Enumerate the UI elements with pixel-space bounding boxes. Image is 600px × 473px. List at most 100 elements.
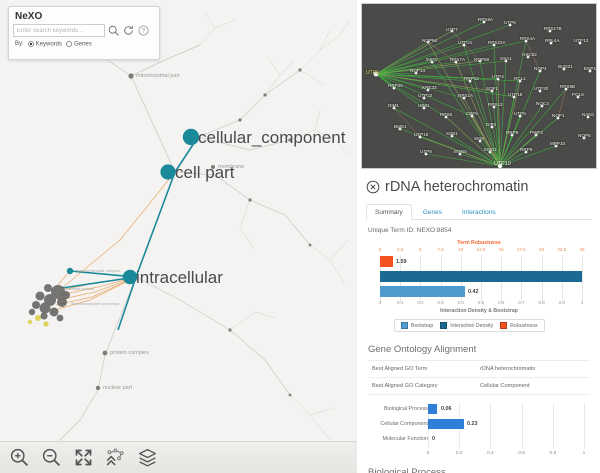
top-tick-5: 5 — [419, 247, 422, 252]
legend-label-bootstrap: Bootstrap — [411, 322, 434, 329]
goc-bar-cellular-component — [428, 419, 464, 429]
tab-interactions[interactable]: Interactions — [461, 209, 496, 216]
goc-tick-0.6: 0.6 — [518, 451, 525, 456]
bot-tick-0.4: 0.4 — [457, 300, 464, 305]
node-intracellular — [122, 269, 138, 285]
top-tick-7.5: 7.5 — [437, 247, 444, 252]
legend-swatch-interaction-density — [440, 322, 448, 329]
top-tick-17.5: 17.5 — [516, 247, 526, 252]
legend-item-interaction-density: Interaction Density — [440, 322, 493, 329]
goc-tick-0: 0 — [426, 451, 430, 456]
table-row: Best Aligned GO Term rDNA heterochromati… — [368, 361, 590, 378]
goc-cat-cellular-component: Cellular Component — [380, 421, 428, 427]
tab-summary[interactable]: Summary — [366, 204, 412, 220]
ontology-network-graph — [19, 11, 351, 456]
ontology-network-canvas[interactable]: cellular_component cell part intracellul… — [0, 0, 357, 473]
svg-text:?: ? — [142, 29, 146, 35]
goc-bar-biological-process — [428, 404, 438, 414]
node-cell-part — [160, 164, 176, 180]
top-tick-22.5: 22.5 — [557, 247, 567, 252]
go-value-category: Cellular Component — [480, 383, 530, 389]
goc-cat-molecular-function: Molecular Function — [382, 436, 428, 442]
search-panel: NeXO ? By: Keywords — [8, 6, 160, 60]
bot-tick-0.3: 0.3 — [437, 300, 444, 305]
zoom-out-icon[interactable] — [41, 447, 62, 468]
goc-tick-0.2: 0.2 — [455, 451, 463, 456]
top-tick-20: 20 — [539, 247, 545, 252]
radio-keywords-label: Keywords — [35, 41, 63, 48]
bot-tick-0: 0 — [378, 300, 382, 305]
search-row: ? — [9, 24, 159, 37]
gene-network-graph — [373, 20, 592, 168]
node-cellular-component — [182, 128, 200, 146]
go-alignment-table: Best Aligned GO Term rDNA heterochromati… — [368, 360, 590, 395]
radio-keywords-dot[interactable] — [27, 41, 34, 47]
goc-tick-0.4: 0.4 — [487, 451, 494, 456]
goc-value-molecular-function: 0 — [432, 436, 435, 442]
robustness-plot-area: 1.59 0.42 — [380, 255, 582, 303]
bot-tick-0.9: 0.9 — [558, 300, 565, 305]
layers-icon[interactable] — [137, 447, 158, 468]
unique-term-id: Unique Term ID: NEXO:8854 — [368, 227, 452, 234]
top-tick-0: 0 — [378, 247, 382, 252]
search-icon[interactable] — [107, 24, 120, 37]
top-tick-15: 15 — [498, 247, 504, 252]
fit-to-screen-icon[interactable] — [73, 447, 94, 468]
legend-item-bootstrap: Bootstrap — [401, 322, 433, 329]
legend-swatch-robustness — [500, 322, 508, 329]
go-alignment-heading: Gene Ontology Alignment — [368, 344, 477, 355]
chart-xlabel-interaction-density: Interaction Density & Bootstrap — [440, 308, 518, 314]
bar-robustness — [380, 256, 393, 267]
chart-legend: Bootstrap Interaction Density Robustness — [394, 319, 545, 332]
legend-swatch-bootstrap — [401, 322, 408, 329]
bot-tick-0.1: 0.1 — [396, 300, 404, 305]
top-tick-25: 25 — [579, 247, 585, 252]
radio-keywords[interactable]: Keywords — [27, 41, 63, 48]
legend-label-interaction-density: Interaction Density — [450, 322, 494, 329]
top-tick-2.5: 2.5 — [396, 247, 404, 252]
table-row: Best Aligned GO Category Cellular Compon… — [368, 378, 590, 395]
page-title: rDNA heterochromatin — [385, 179, 529, 195]
zoom-in-icon[interactable] — [9, 447, 30, 468]
search-filter-row: By: Keywords Genes — [15, 41, 159, 48]
collapse-network-icon[interactable] — [105, 447, 126, 468]
bot-tick-0.8: 0.8 — [538, 300, 545, 305]
goc-value-cellular-component: 0.23 — [467, 421, 478, 427]
panel-header: rDNA heterochromatin — [358, 171, 600, 195]
go-key-category: Best Aligned GO Category — [372, 383, 438, 389]
search-by-label: By: — [15, 41, 24, 48]
bot-tick-0.2: 0.2 — [417, 300, 424, 305]
top-tick-12.5: 12.5 — [476, 247, 486, 252]
goc-value-biological-process: 0.06 — [441, 406, 452, 412]
legend-item-robustness: Robustness — [500, 322, 538, 329]
tab-genes[interactable]: Genes — [422, 209, 442, 216]
go-value-term: rDNA heterochromatin — [480, 366, 536, 372]
panel-tabs: Summary Genes Interactions — [366, 203, 592, 220]
goc-tick-1: 1 — [582, 451, 586, 456]
bar-value-bootstrap: 0.42 — [468, 288, 479, 295]
go-key-term: Best Aligned GO Term — [372, 366, 428, 372]
term-robustness-chart: Term Robustness 0 2.5 5 7.5 10 12.5 15 1… — [366, 240, 592, 316]
legend-label-robustness: Robustness — [510, 322, 538, 329]
term-detail-panel: rDNA heterochromatin Summary Genes Inter… — [358, 171, 600, 473]
app-title: NeXO — [15, 11, 43, 22]
bot-tick-1: 1 — [580, 300, 584, 305]
chart-title-term-robustness: Term Robustness — [457, 240, 501, 246]
gene-interaction-network[interactable]: UTP9 NOP56 UTP7 RPS8A UTP6 RPS17B UTP21 … — [361, 3, 597, 169]
bar-interaction-density — [380, 271, 582, 282]
goc-tick-0.8: 0.8 — [549, 451, 557, 456]
bar-bootstrap — [380, 286, 465, 297]
radio-genes-dot[interactable] — [66, 41, 73, 47]
bar-value-robustness: 1.59 — [396, 258, 407, 265]
biological-process-heading: Biological Process — [368, 467, 446, 473]
refresh-icon[interactable] — [122, 24, 135, 37]
bot-tick-0.7: 0.7 — [518, 300, 525, 305]
close-icon[interactable] — [366, 180, 380, 194]
radio-genes[interactable]: Genes — [66, 41, 92, 48]
go-category-plot-area: 0.06 0.23 0 0 0.2 0.4 0.6 0.8 1 — [427, 403, 586, 456]
go-category-chart: Biological Process Cellular Component Mo… — [366, 401, 592, 463]
top-tick-10: 10 — [458, 247, 464, 252]
search-input[interactable] — [13, 24, 105, 37]
help-icon[interactable]: ? — [137, 24, 150, 37]
